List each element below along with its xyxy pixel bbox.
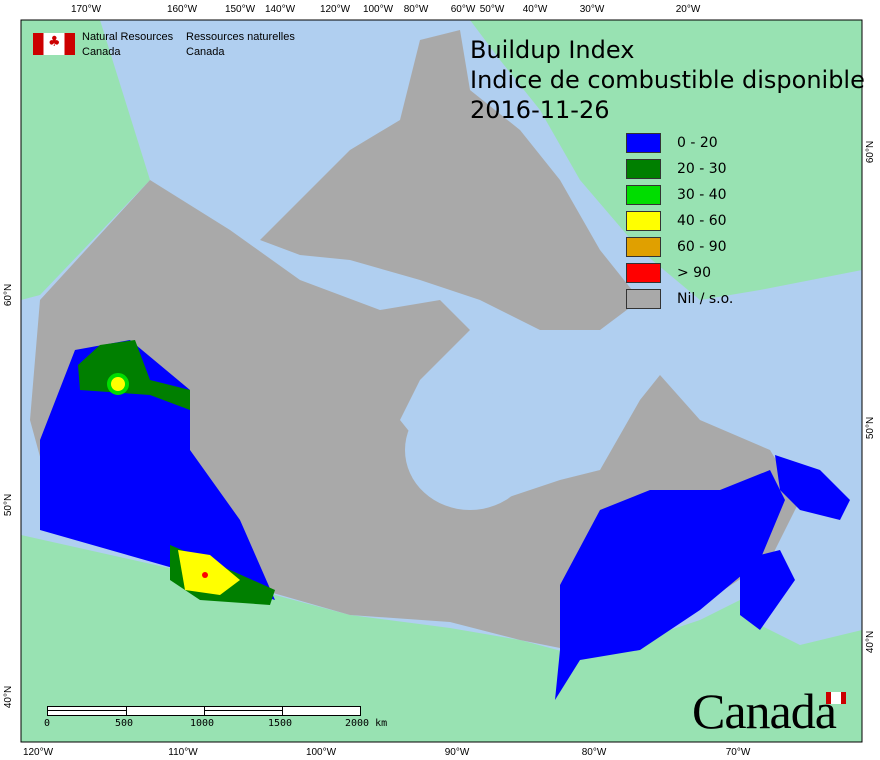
scalebar-label: 0 xyxy=(44,718,51,729)
legend-label: 0 - 20 xyxy=(677,135,718,151)
graticule-label: 120°W xyxy=(23,747,54,758)
graticule-label: 170°W xyxy=(71,4,102,15)
legend-label: 40 - 60 xyxy=(677,213,727,229)
legend-item: Nil / s.o. xyxy=(626,289,733,309)
graticule-label: 50°N xyxy=(3,494,14,516)
scalebar-label: 1500 xyxy=(268,718,293,729)
graticule-labels: 170°W 160°W 150°W 140°W 120°W 100°W 80°W 60°W 50… xyxy=(3,4,876,758)
legend-swatch xyxy=(626,159,661,179)
graticule-label: 80°W xyxy=(582,747,607,758)
legend-swatch xyxy=(626,211,661,231)
graticule-label: 100°W xyxy=(306,747,337,758)
hotspot-red xyxy=(202,572,208,578)
legend-item: > 90 xyxy=(626,263,711,283)
map-date: 2016-11-26 xyxy=(470,96,610,124)
legend-item: 30 - 40 xyxy=(626,185,727,205)
graticule-label: 40°W xyxy=(523,4,548,15)
graticule-label: 40°N xyxy=(865,631,876,653)
agency-fr-line1: Ressources naturelles xyxy=(186,31,295,43)
alberta-yellow-zone xyxy=(178,550,240,595)
graticule-label: 100°W xyxy=(363,4,394,15)
graticule-label: 60°N xyxy=(865,141,876,163)
scalebar-label: 500 xyxy=(115,718,134,729)
agency-fr-line2: Canada xyxy=(186,46,225,58)
legend-label: 30 - 40 xyxy=(677,187,727,203)
graticule-label: 80°W xyxy=(404,4,429,15)
canada-wordmark: Canada xyxy=(692,683,837,739)
arctic-islands xyxy=(260,30,640,330)
graticule-label: 60°W xyxy=(451,4,476,15)
hotspot-yellow xyxy=(107,373,129,395)
greenland xyxy=(470,20,862,300)
hudson-bay xyxy=(405,390,535,510)
graticule-label: 50°N xyxy=(865,417,876,439)
legend-label: Nil / s.o. xyxy=(677,291,734,307)
graticule-label: 40°N xyxy=(3,686,14,708)
scalebar-label: 1000 xyxy=(190,718,215,729)
newfoundland-zone xyxy=(775,455,850,520)
graticule-label: 70°W xyxy=(726,747,751,758)
wordmark-flag-icon xyxy=(826,692,846,704)
legend-swatch xyxy=(626,263,661,283)
agency-fr: Ressources naturelles Canada xyxy=(186,30,295,60)
graticule-label: 20°W xyxy=(676,4,701,15)
map-frame xyxy=(20,19,863,743)
legend-item: 60 - 90 xyxy=(626,237,727,257)
legend-swatch xyxy=(626,289,661,309)
canada-flag-icon: ♣ xyxy=(33,33,75,55)
agency-en-line2: Canada xyxy=(82,46,121,58)
legend-label: > 90 xyxy=(677,265,711,281)
legend-swatch xyxy=(626,237,661,257)
graticule-label: 120°W xyxy=(320,4,351,15)
legend-item: 0 - 20 xyxy=(626,133,718,153)
north-green-zone xyxy=(78,340,190,410)
bc-yukon-fire-zone xyxy=(40,340,275,600)
legend-swatch xyxy=(626,185,661,205)
alaska xyxy=(21,20,150,300)
graticule-label: 50°W xyxy=(480,4,505,15)
legend-item: 20 - 30 xyxy=(626,159,727,179)
scalebar-label: 2000 km xyxy=(345,718,388,729)
agency-en-line1: Natural Resources xyxy=(82,31,174,43)
map-title: Buildup Index xyxy=(470,36,635,64)
graticule-label: 140°W xyxy=(265,4,296,15)
legend-label: 20 - 30 xyxy=(677,161,727,177)
legend-item: 40 - 60 xyxy=(626,211,727,231)
graticule-label: 60°N xyxy=(3,284,14,306)
graticule-label: 90°W xyxy=(445,747,470,758)
graticule-label: 160°W xyxy=(167,4,198,15)
graticule-label: 110°W xyxy=(168,747,198,758)
map-subtitle: Indice de combustible disponible xyxy=(470,66,865,94)
scalebar xyxy=(47,706,361,716)
graticule-label: 30°W xyxy=(580,4,605,15)
graticule-label: 150°W xyxy=(225,4,256,15)
maritimes-zone xyxy=(740,550,795,630)
quebec-ontario-fire-zone xyxy=(555,470,785,700)
agency-en: Natural Resources Canada xyxy=(82,30,173,60)
legend-swatch xyxy=(626,133,661,153)
legend-label: 60 - 90 xyxy=(677,239,727,255)
